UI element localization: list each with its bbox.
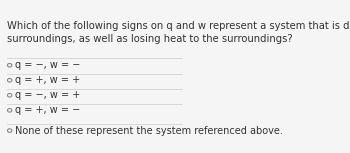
Text: q = +, w = +: q = +, w = + [15,75,80,85]
Text: q = +, w = −: q = +, w = − [15,105,80,115]
Text: Which of the following signs on q and w represent a system that is doing work on: Which of the following signs on q and w … [7,21,350,44]
Text: None of these represent the system referenced above.: None of these represent the system refer… [15,126,283,136]
Text: q = −, w = +: q = −, w = + [15,90,80,100]
Text: q = −, w = −: q = −, w = − [15,60,80,70]
